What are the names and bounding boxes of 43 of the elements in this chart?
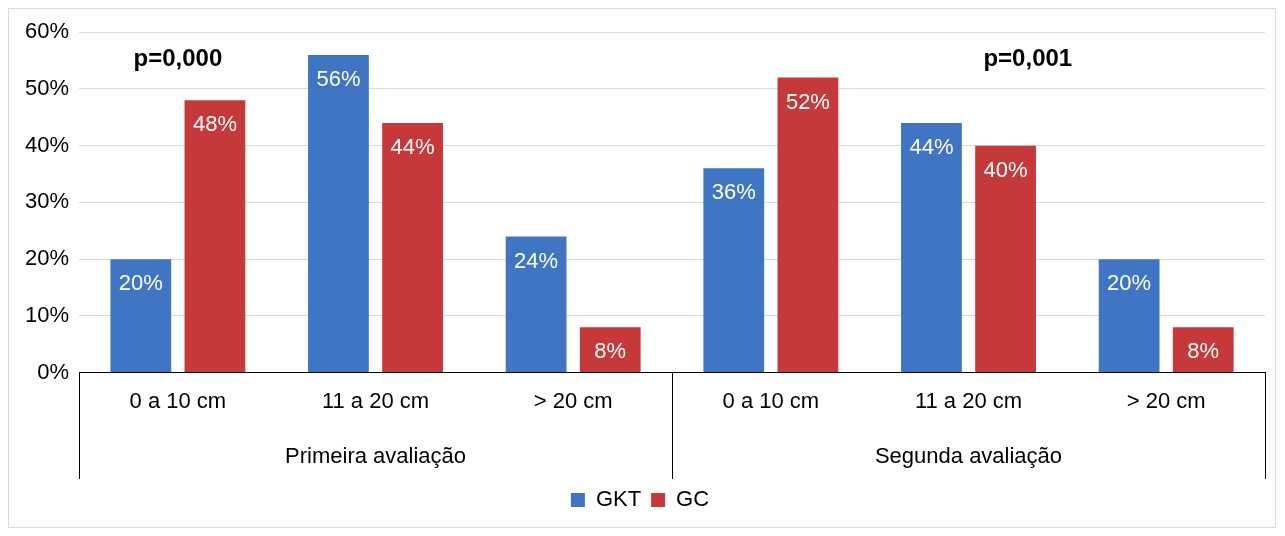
data-label: 56% [316, 65, 361, 91]
y-tick-label: 50% [24, 75, 70, 100]
y-tick-label: 20% [24, 245, 70, 271]
bar [505, 236, 567, 373]
x-tick-label: 0 a 10 cm [129, 387, 227, 413]
data-label: 44% [390, 134, 435, 160]
x-tick-label: 11 a 20 cm [321, 387, 430, 413]
data-label: 36% [711, 179, 756, 205]
data-label: 44% [909, 134, 954, 160]
bar [382, 122, 443, 373]
x-tick-label: 0 a 10 cm [722, 387, 820, 413]
data-label: 20% [1107, 270, 1152, 296]
data-label: 48% [192, 111, 237, 137]
data-label: 24% [514, 247, 559, 273]
bar [703, 168, 765, 373]
data-label: 20% [118, 270, 163, 296]
bar [901, 122, 962, 373]
bar [184, 100, 246, 373]
y-tick-label: 0% [37, 358, 70, 384]
bar [1172, 327, 1234, 373]
x-tick-label: 11 a 20 cm [914, 387, 1023, 413]
bar [1098, 259, 1160, 373]
y-tick-label: 40% [24, 131, 70, 157]
annotation: p=0,001 [983, 44, 1073, 72]
y-tick-label: 60% [24, 18, 70, 44]
bar [308, 54, 369, 373]
legend-label: GC [676, 486, 710, 512]
x-tick-label: > 20 cm [533, 387, 613, 413]
bar [110, 259, 172, 373]
data-label: 40% [983, 156, 1028, 182]
data-label: 8% [1187, 338, 1220, 364]
text: Primeira avaliação [285, 443, 467, 469]
data-label: 8% [594, 338, 627, 364]
x-tick-label: > 20 cm [1126, 387, 1206, 413]
bar [777, 77, 839, 373]
bar [579, 327, 641, 373]
data-label: 52% [785, 88, 830, 114]
bar [975, 145, 1036, 373]
legend-label: GKT [595, 486, 642, 512]
y-tick-label: 30% [24, 188, 70, 214]
text: Segunda avaliação [874, 443, 1063, 469]
y-tick-label: 10% [24, 301, 70, 327]
annotation: p=0,000 [133, 44, 223, 72]
